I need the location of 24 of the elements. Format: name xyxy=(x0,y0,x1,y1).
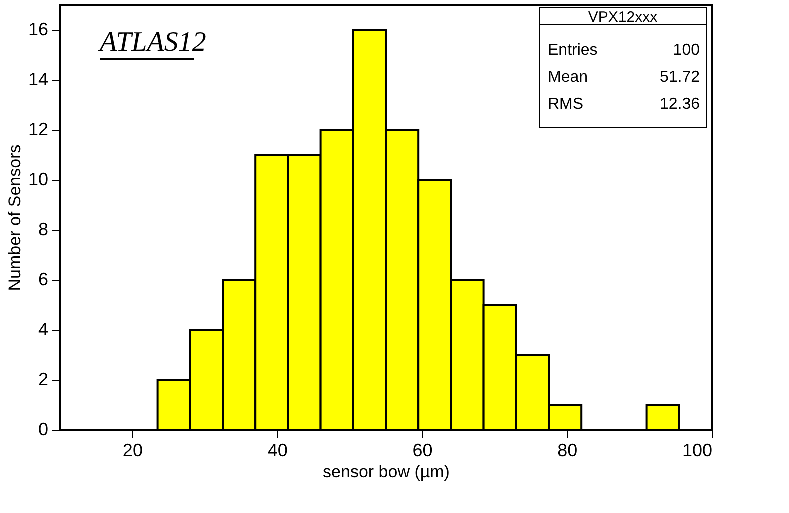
y-axis-title: Number of Sensors xyxy=(5,144,24,292)
y-tick-label: 4 xyxy=(38,320,48,340)
y-tick-label: 10 xyxy=(28,170,48,190)
annotation: VPX12xxx xyxy=(588,9,658,26)
y-tick-label: 12 xyxy=(28,120,48,140)
annotation: Entries xyxy=(548,42,598,59)
y-tick-label: 0 xyxy=(38,420,48,440)
x-tick-label: 100 xyxy=(682,440,712,460)
x-tick-label: 60 xyxy=(412,440,433,460)
annotation: Mean xyxy=(548,69,588,86)
annotation: RMS xyxy=(548,96,584,113)
annotation: 51.72 xyxy=(660,69,700,86)
x-tick-label: 80 xyxy=(558,440,578,460)
x-tick-label: 40 xyxy=(268,440,288,460)
y-tick-label: 16 xyxy=(28,20,48,40)
x-tick-label: 20 xyxy=(122,440,143,460)
y-tick-label: 2 xyxy=(38,370,48,390)
annotation: ATLAS12 xyxy=(98,27,206,58)
annotation: 12.36 xyxy=(660,96,700,113)
y-tick-label: 14 xyxy=(28,70,48,90)
x-axis-title: sensor bow (µm) xyxy=(323,462,450,482)
y-tick-label: 8 xyxy=(38,220,48,240)
y-tick-label: 6 xyxy=(38,270,48,290)
annotation: 100 xyxy=(673,42,700,59)
